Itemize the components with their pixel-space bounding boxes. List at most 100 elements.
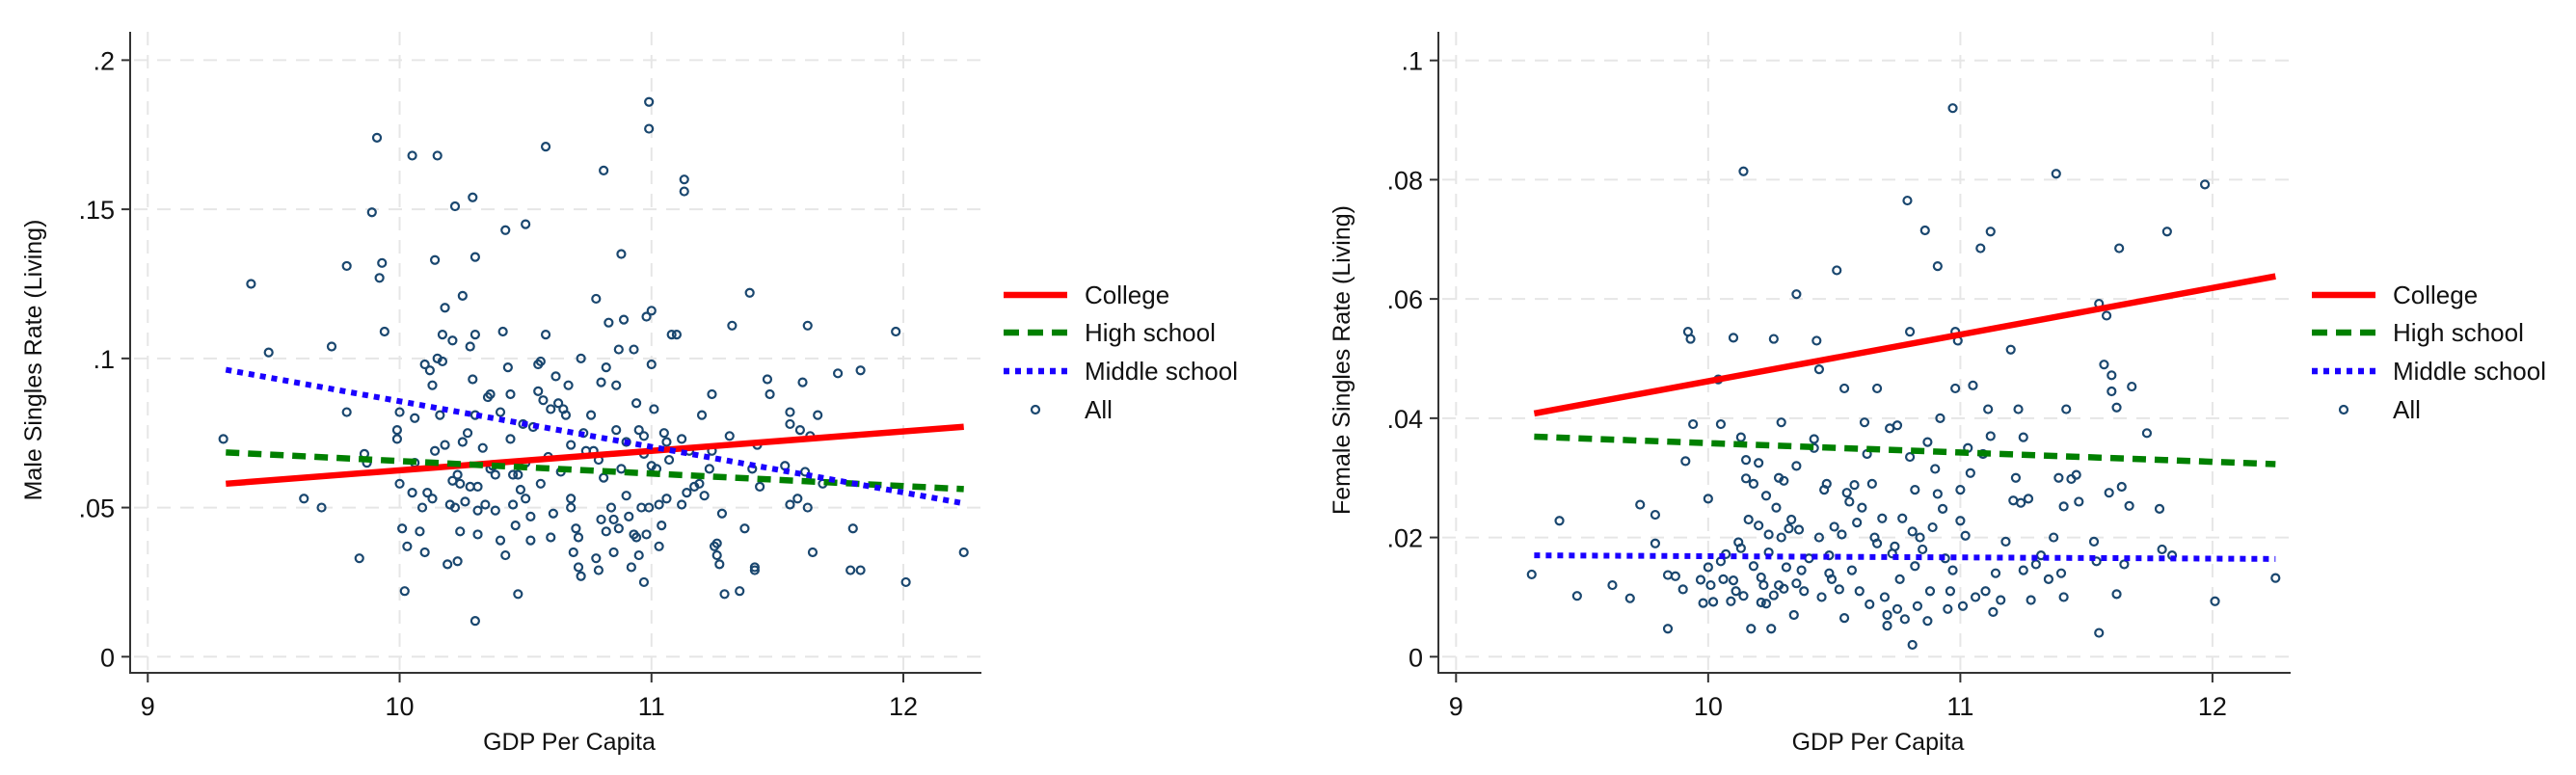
- scatter-point: [1754, 458, 1764, 468]
- scatter-point: [472, 529, 483, 540]
- scatter-point: [468, 374, 478, 385]
- scatter-point: [394, 478, 405, 489]
- scatter-point: [546, 532, 556, 543]
- scatter-point: [407, 487, 417, 498]
- scatter-point: [649, 404, 659, 414]
- scatter-point: [599, 472, 609, 483]
- scatter-point: [472, 505, 483, 516]
- scatter-point: [807, 547, 818, 558]
- scatter-point: [2023, 494, 2034, 504]
- scatter-point: [661, 494, 672, 504]
- scatter-point: [402, 541, 413, 551]
- scatter-point: [613, 523, 624, 534]
- scatter-point: [1781, 562, 1792, 573]
- scatter-point: [2094, 628, 2105, 638]
- scatter-point: [2026, 595, 2036, 605]
- scatter-point: [540, 329, 551, 340]
- scatter-point: [422, 487, 433, 498]
- scatter-point: [1726, 596, 1736, 606]
- scatter-point: [618, 314, 630, 325]
- scatter-point: [1980, 586, 1991, 597]
- scatter-point: [1879, 592, 1891, 602]
- grid: [134, 32, 981, 673]
- scatter-point: [2111, 402, 2122, 413]
- scatter-point: [794, 425, 806, 436]
- scatter-point: [1857, 502, 1867, 513]
- scatter-point: [490, 505, 500, 516]
- y-tick-label: 0: [100, 643, 115, 672]
- scatter-point: [1877, 513, 1888, 523]
- scatter-point: [379, 326, 389, 337]
- scatter-point: [1983, 404, 1994, 414]
- scatter-point: [1866, 478, 1877, 490]
- scatter-point: [218, 434, 228, 444]
- scatter-point: [410, 413, 420, 423]
- scatter-point: [2154, 503, 2165, 514]
- y-tick-label: .1: [93, 345, 115, 374]
- x-ticks: 9 10 11 12: [141, 673, 918, 721]
- scatter-point: [1735, 432, 1746, 442]
- scatter-point: [2055, 568, 2067, 578]
- y-ticks: 0 .02 .04 .06 .08 .1: [1386, 47, 1438, 672]
- scatter-point: [2099, 360, 2109, 370]
- scatter-point: [1703, 562, 1713, 573]
- scatter-point: [1852, 518, 1863, 528]
- x-tick-label: 10: [386, 692, 415, 721]
- scatter-point: [1624, 593, 1635, 603]
- scatter-point: [2058, 501, 2069, 512]
- legend-label-all: All: [1085, 395, 1113, 424]
- scatter-point: [608, 514, 619, 525]
- scatter-point: [626, 562, 636, 573]
- x-ticks: 9 10 11 12: [1449, 673, 2227, 721]
- scatter-point: [435, 410, 445, 420]
- scatter-point: [525, 511, 536, 521]
- scatter-point: [468, 192, 478, 202]
- scatter-point: [1756, 597, 1766, 608]
- y-axis-title: Female Singles Rate (Living): [1328, 205, 1355, 515]
- scatter-point: [1955, 516, 1966, 526]
- scatter-point: [832, 368, 844, 379]
- scatter-point: [568, 547, 578, 558]
- scatter-point: [443, 559, 453, 570]
- scatter-point: [1930, 464, 1941, 474]
- scatter-point: [1718, 574, 1729, 584]
- scatter-point: [521, 494, 531, 504]
- scatter-point: [631, 398, 642, 409]
- x-axis-title: GDP Per Capita: [1792, 729, 1965, 756]
- scatter-point: [714, 559, 725, 570]
- scatter-point: [1882, 621, 1892, 631]
- scatter-point: [765, 388, 775, 400]
- scatter-point: [1975, 243, 1986, 254]
- scatter-point: [462, 428, 473, 439]
- fit-line-middle-school: [225, 366, 965, 507]
- scatter-point: [573, 532, 584, 543]
- scatter-point: [711, 549, 722, 561]
- scatter-point: [391, 425, 403, 436]
- fit-line-middle-school: [1534, 552, 2276, 562]
- scatter-point: [1784, 523, 1794, 534]
- scatter-point: [1571, 591, 1582, 601]
- scatter-point: [566, 502, 577, 513]
- fit-line-high-school: [226, 449, 964, 493]
- scatter-point: [1768, 590, 1779, 601]
- y-tick-label: .04: [1386, 405, 1423, 434]
- scatter-point: [1677, 584, 1688, 595]
- scatter-point: [755, 481, 765, 493]
- scatter-point: [855, 365, 866, 376]
- scatter-point: [535, 478, 546, 489]
- scatter-point: [958, 547, 969, 558]
- scatter-point: [749, 565, 760, 575]
- scatter-point: [1826, 574, 1838, 584]
- x-axis-title: GDP Per Capita: [483, 729, 656, 756]
- scatter-point: [1907, 526, 1918, 537]
- scatter-point: [1748, 478, 1759, 490]
- y-tick-label: .05: [78, 494, 115, 523]
- scatter-point: [1990, 568, 2001, 578]
- scatter-point: [1695, 575, 1706, 585]
- scatter-point: [2058, 592, 2069, 602]
- scatter-point: [1793, 524, 1805, 535]
- scatter-point: [696, 410, 708, 420]
- scatter-point: [419, 547, 430, 558]
- scatter-point: [2061, 404, 2072, 414]
